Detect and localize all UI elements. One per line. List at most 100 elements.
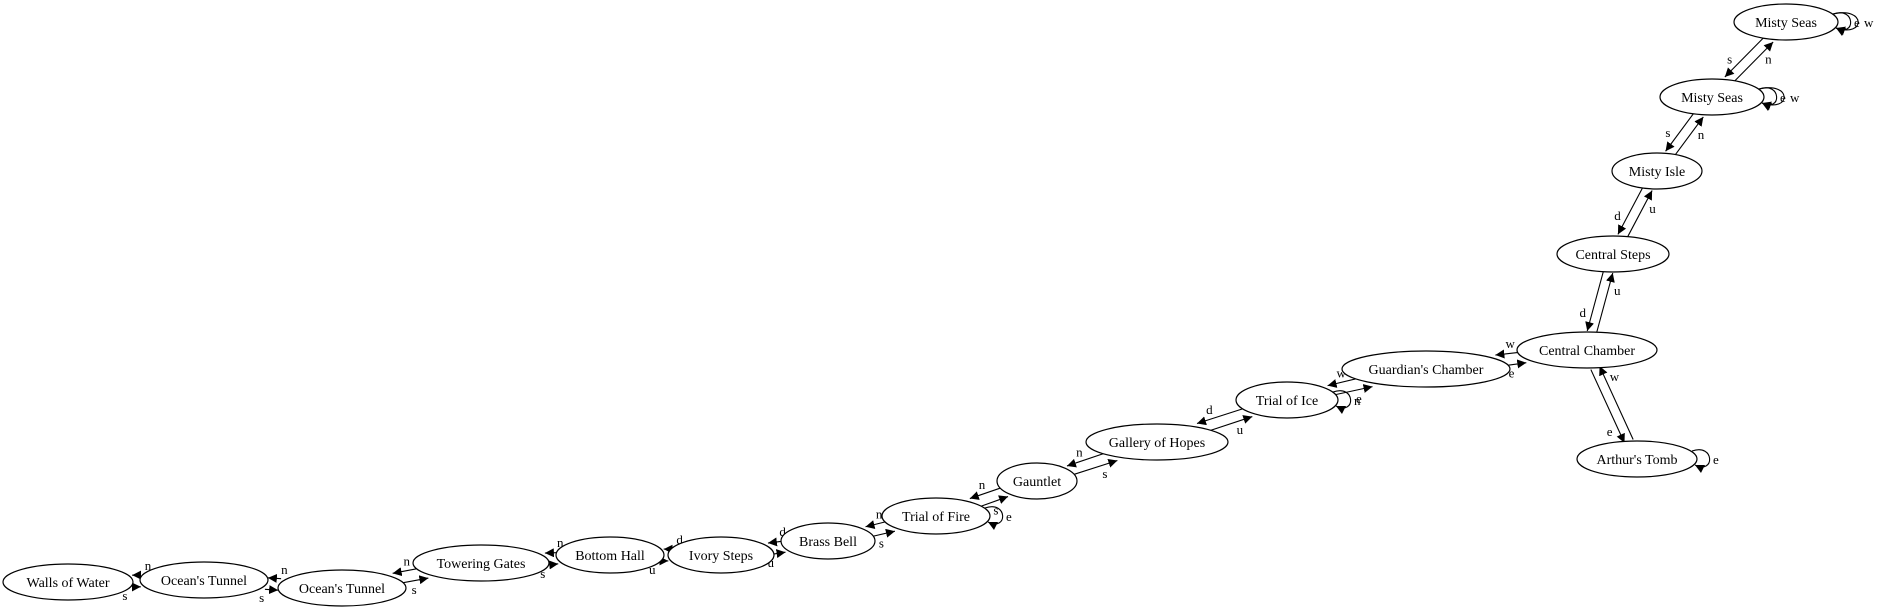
edge-label: s (540, 566, 545, 581)
edge-seas1-loop-w (1758, 87, 1785, 111)
edge-label: u (1237, 422, 1244, 437)
room-node-label: Trial of Ice (1256, 394, 1318, 409)
edge-label: u (768, 555, 775, 570)
room-node-shape (2, 563, 134, 601)
edge-towering-to-bottom (548, 560, 559, 570)
edge-label: e (1607, 424, 1613, 439)
room-node-shape (667, 536, 775, 574)
edge-label: d (1614, 208, 1621, 223)
edge-fire-loop-e (984, 506, 1004, 531)
room-node-label: Trial of Fire (902, 510, 970, 525)
edge-label: d (779, 524, 786, 539)
room-node-central: Central Chamber (1516, 331, 1658, 369)
edge-ice-to-gallery (1196, 407, 1247, 426)
edge-seas2-to-seas1 (1724, 35, 1766, 78)
room-node-towering: Towering Gates (412, 544, 550, 582)
room-node-ocean1: Ocean's Tunnel (139, 561, 269, 599)
edge-label: w (1506, 336, 1516, 351)
edge-label: s (122, 588, 127, 603)
room-node-shape (1576, 440, 1698, 478)
room-node-label: Gallery of Hopes (1109, 436, 1205, 451)
edge-ice-loop-n (1332, 390, 1352, 415)
room-node-fire: Trial of Fire (881, 497, 991, 535)
edge-isle-to-steps (1617, 186, 1644, 235)
edge-gauntlet-to-gallery (1071, 458, 1118, 476)
room-node-ice: Trial of Ice (1235, 381, 1339, 419)
edge-seas1-to-seas2 (1732, 41, 1774, 84)
room-node-shape (1611, 152, 1703, 190)
room-node-shape (996, 462, 1078, 500)
room-node-gallery: Gallery of Hopes (1085, 423, 1229, 461)
room-node-label: Ocean's Tunnel (161, 574, 247, 589)
edge-label: s (1102, 466, 1107, 481)
edge-brass-to-fire (870, 528, 896, 538)
room-node-shape (1516, 331, 1658, 369)
edge-label: n (1076, 444, 1083, 459)
room-node-shape (881, 497, 991, 535)
edge-label: n (145, 558, 152, 573)
edge-label: n (557, 535, 564, 550)
room-node-label: Misty Seas (1755, 16, 1817, 31)
edge-label: s (993, 502, 998, 517)
edge-label: s (259, 590, 264, 605)
edge-label: w (1337, 365, 1347, 380)
room-node-seas2: Misty Seas (1733, 3, 1839, 41)
room-node-arthur: Arthur's Tomb (1576, 440, 1698, 478)
room-node-bottom: Bottom Hall (555, 536, 665, 574)
edge-central-to-guardian (1495, 349, 1521, 359)
edge-gallery-to-gauntlet (1066, 451, 1110, 468)
edge-label: e (1006, 509, 1012, 524)
edge-label: w (1610, 369, 1620, 384)
edge-label: w (1790, 90, 1800, 105)
edge-ice-to-guardian (1332, 384, 1373, 396)
edge-label: n (404, 554, 411, 569)
edge-label: s (412, 582, 417, 597)
room-node-shape (1235, 381, 1339, 419)
room-node-label: Bottom Hall (575, 549, 645, 564)
room-node-label: Towering Gates (437, 557, 526, 572)
room-node-label: Misty Seas (1681, 91, 1743, 106)
room-node-label: Central Chamber (1539, 344, 1635, 359)
edge-fire-to-gauntlet (976, 495, 1009, 509)
room-node-shape (1341, 350, 1511, 388)
room-node-label: Ivory Steps (689, 549, 753, 564)
room-node-steps: Central Steps (1556, 235, 1670, 273)
edge-label: n (979, 477, 986, 492)
room-node-label: Brass Bell (799, 535, 857, 550)
edge-label: e (1509, 366, 1515, 381)
room-node-shape (277, 569, 407, 607)
room-node-label: Misty Isle (1629, 165, 1685, 180)
edge-ivory-to-brass (772, 549, 786, 559)
edge-gallery-to-ice (1204, 415, 1253, 433)
room-node-label: Walls of Water (26, 576, 109, 591)
room-node-shape (412, 544, 550, 582)
edge-ocean2-to-ocean1 (267, 573, 282, 583)
edge-label: u (649, 562, 656, 577)
edge-steps-to-central (1585, 270, 1605, 332)
room-node-brass: Brass Bell (780, 522, 876, 560)
room-node-isle: Misty Isle (1611, 152, 1703, 190)
room-node-shape (139, 561, 269, 599)
room-node-seas1: Misty Seas (1659, 78, 1765, 116)
edge-central-to-steps (1595, 272, 1615, 334)
edge-central-to-arthur (1590, 369, 1625, 444)
room-node-label: Ocean's Tunnel (299, 582, 385, 597)
edge-steps-to-isle (1626, 190, 1653, 239)
edge-label: n (876, 506, 883, 521)
room-node-shape (1556, 235, 1670, 273)
room-node-shape (780, 522, 876, 560)
edge-label: e (1713, 452, 1719, 467)
edge-label: d (1206, 402, 1213, 417)
room-node-gauntlet: Gauntlet (996, 462, 1078, 500)
edge-label: e (1356, 391, 1362, 406)
edge-label: w (1864, 15, 1874, 30)
room-node-guardian: Guardian's Chamber (1341, 350, 1511, 388)
edge-ocean1-to-ocean2 (264, 585, 279, 595)
edge-label: n (1354, 393, 1361, 408)
edge-isle-to-seas1 (1673, 116, 1704, 157)
room-node-shape (1733, 3, 1839, 41)
edge-label: s (879, 536, 884, 551)
room-node-label: Arthur's Tomb (1596, 453, 1677, 468)
